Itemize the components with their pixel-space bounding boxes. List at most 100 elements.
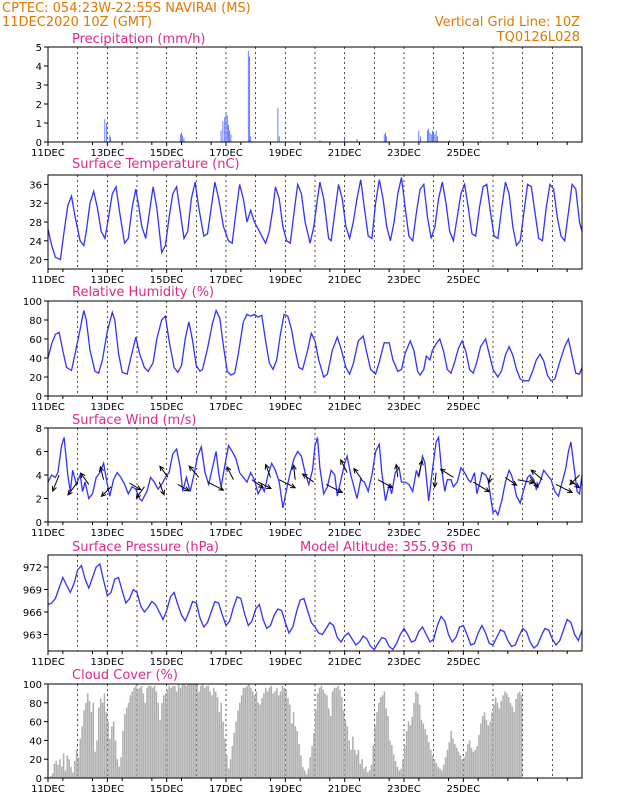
cloud-bar: [127, 702, 130, 778]
cloud-bar: [448, 742, 451, 778]
cloud-ytick-label: 100: [23, 680, 42, 691]
cloud-bar: [251, 691, 254, 778]
cloud-bar: [51, 773, 54, 778]
cloud-bar: [55, 761, 57, 778]
cloud-bar: [424, 729, 426, 778]
cloud-bar: [227, 768, 230, 778]
wind-vector-head: [67, 489, 73, 496]
precip-bar: [429, 132, 431, 142]
cloud-bar: [379, 697, 382, 778]
cloud-bar: [214, 691, 217, 778]
cloud-bar: [350, 749, 352, 778]
wind-xtick-label: 21DEC: [328, 528, 362, 539]
cloud-bar: [187, 684, 189, 778]
wind-vector-head: [218, 485, 225, 491]
wind-vector-head: [188, 465, 194, 472]
cloud-ytick-label: 40: [29, 736, 42, 747]
cloud-bar: [368, 770, 371, 778]
cloud-bar: [335, 687, 337, 778]
cloud-bar: [309, 757, 312, 778]
precip-xtick-label: 13DEC: [90, 148, 124, 159]
cloud-bar: [92, 702, 95, 778]
cloud-bar: [454, 744, 456, 778]
cloud-bar: [175, 691, 178, 778]
cloud-bar: [292, 712, 295, 778]
wind-vector-head: [51, 485, 57, 493]
cloud-bar: [90, 712, 93, 778]
wind-vector: [159, 465, 169, 478]
cloud-bar: [376, 712, 378, 778]
cloud-bar: [307, 768, 310, 778]
rh-ytick-label: 80: [29, 316, 42, 327]
precip-bar: [437, 136, 438, 142]
cloud-bar: [162, 695, 165, 778]
cloud-bar: [264, 687, 267, 778]
wind-vector: [377, 479, 393, 489]
wind-title: Surface Wind (m/s): [72, 413, 196, 428]
cloud-bar: [107, 721, 109, 778]
cloud-bar: [216, 697, 219, 778]
rh-ytick-label: 0: [36, 392, 42, 403]
wind-vector-head: [160, 489, 166, 496]
cloud-bar: [240, 695, 243, 778]
cloud-bar: [99, 698, 102, 778]
wind-vector-head: [159, 465, 165, 472]
temp-xtick-label: 21DEC: [328, 275, 362, 286]
precip-bar: [220, 130, 222, 142]
wind-vector: [325, 483, 343, 493]
precip-bar: [224, 117, 226, 142]
precip-bar: [228, 124, 229, 142]
rh-xtick-label: 23DEC: [387, 402, 421, 413]
wind-xtick-label: 15DEC: [150, 528, 184, 539]
cloud-bar: [461, 759, 464, 778]
cloud-title: Cloud Cover (%): [72, 668, 178, 683]
cloud-bar: [135, 685, 137, 778]
wind-vector-head: [574, 482, 581, 489]
cloud-bar: [177, 684, 180, 778]
cloud-bar: [437, 766, 439, 778]
cloud-bar: [409, 725, 412, 778]
cloud-bar: [433, 759, 436, 778]
cloud-bar: [418, 704, 421, 778]
cloud-bar: [222, 721, 224, 778]
cloud-bar: [420, 719, 423, 778]
precip-bar: [183, 138, 185, 142]
wind-vector-head: [183, 486, 190, 492]
precip-bar: [385, 132, 386, 142]
cloud-bar: [155, 691, 158, 778]
cloud-bar: [372, 745, 375, 778]
cloud-bar: [363, 768, 365, 778]
cloud-bar: [452, 738, 454, 778]
precip-bar: [418, 130, 420, 142]
cloud-bar: [520, 695, 523, 778]
rh-series-line: [47, 308, 583, 382]
rh-ytick-label: 60: [29, 335, 42, 346]
cloud-bar: [429, 749, 432, 778]
cloud-bar: [287, 698, 289, 778]
precip-ytick-label: 2: [36, 100, 42, 111]
cloud-bar: [181, 684, 184, 778]
cloud-bar: [313, 732, 315, 778]
cloud-bar: [324, 693, 326, 778]
cloud-bar: [88, 700, 91, 778]
wind-xtick-label: 11DEC: [31, 528, 65, 539]
temp-xtick-label: 15DEC: [150, 275, 184, 286]
cloud-bar: [279, 691, 282, 778]
cloud-bar: [366, 772, 369, 778]
cloud-bar: [378, 702, 380, 778]
temp-ytick-label: 20: [29, 256, 42, 267]
cloud-bar: [268, 687, 271, 778]
rh-xtick-label: 19DEC: [268, 402, 302, 413]
cloud-bar: [140, 685, 143, 778]
cloud-bar: [302, 766, 304, 778]
wind-vector: [265, 464, 271, 478]
cloud-bar: [327, 708, 330, 778]
cloud-bar: [422, 723, 425, 778]
cloud-bar: [322, 689, 324, 778]
temp-series-line: [47, 177, 583, 261]
rh-xtick-label: 25DEC: [446, 402, 480, 413]
cloud-bar: [248, 684, 250, 778]
precip-bar: [250, 136, 252, 142]
wind-vector: [177, 483, 190, 492]
cloud-bar: [394, 761, 397, 778]
